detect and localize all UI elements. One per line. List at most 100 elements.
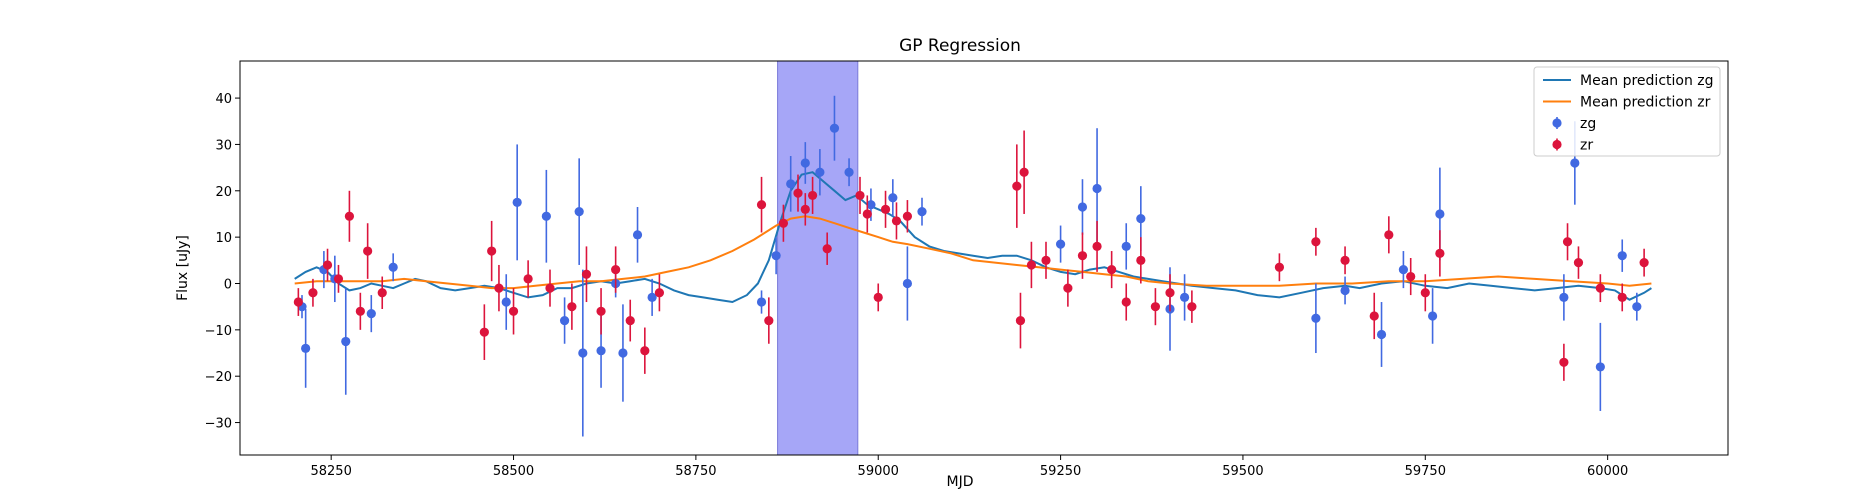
y-tick-label: 10: [215, 231, 232, 246]
data-point: [333, 274, 344, 284]
series-points-zr: [293, 130, 1649, 381]
data-point: [807, 190, 818, 201]
data-point: [1340, 285, 1350, 296]
data-point: [1187, 302, 1197, 312]
x-tick-label: 58750: [675, 464, 716, 479]
y-tick-label: 30: [215, 138, 232, 153]
data-point: [800, 204, 810, 214]
data-point: [618, 348, 628, 358]
chart-title: GP Regression: [899, 36, 1021, 56]
data-point: [574, 207, 584, 217]
data-point: [1015, 315, 1026, 326]
x-tick-label: 60000: [1587, 464, 1628, 479]
data-point: [829, 123, 840, 133]
data-point: [1427, 311, 1438, 321]
data-point: [1311, 313, 1321, 323]
data-point: [891, 216, 902, 226]
axes-frame: [239, 60, 1729, 456]
data-point: [1026, 260, 1037, 270]
data-point: [541, 211, 551, 221]
data-point: [363, 246, 373, 256]
data-point: [1012, 181, 1022, 191]
data-point: [567, 302, 577, 312]
legend-label: Mean prediction zr: [1580, 95, 1711, 111]
data-point: [611, 264, 621, 275]
x-tick-label: 59750: [1405, 464, 1446, 479]
data-point: [293, 297, 303, 307]
data-point: [654, 288, 665, 298]
data-point: [545, 283, 555, 293]
data-point: [1435, 209, 1445, 219]
data-point: [1121, 241, 1131, 252]
data-point: [873, 292, 883, 302]
data-point: [625, 315, 635, 326]
data-point: [1063, 283, 1073, 293]
data-point: [1420, 288, 1430, 298]
legend-label: zr: [1580, 138, 1593, 154]
data-point: [377, 288, 387, 298]
data-point: [793, 188, 803, 198]
data-point: [1274, 262, 1285, 272]
data-point: [1632, 302, 1642, 312]
data-point: [494, 283, 504, 293]
x-tick-label: 59500: [1222, 464, 1263, 479]
legend-swatch-marker: [1552, 118, 1562, 128]
data-point: [508, 306, 519, 316]
legend: Mean prediction zg Mean prediction zr zg zr: [1533, 66, 1721, 157]
data-point: [771, 251, 781, 261]
data-point: [1384, 230, 1394, 240]
data-point: [815, 167, 825, 177]
data-point: [822, 244, 832, 254]
data-point: [355, 306, 365, 316]
data-point: [501, 297, 511, 307]
data-point: [1595, 362, 1605, 372]
y-tick-label: 0: [224, 277, 232, 292]
data-point: [487, 246, 497, 256]
y-tick-label: 20: [215, 185, 232, 200]
data-point: [1179, 292, 1190, 302]
legend-box: [1533, 66, 1721, 157]
data-point: [844, 167, 854, 177]
data-point: [866, 200, 876, 210]
x-tick-label: 58250: [310, 464, 351, 479]
data-point: [640, 346, 650, 356]
data-point: [322, 260, 333, 270]
data-point: [581, 269, 592, 279]
data-point: [596, 346, 606, 356]
data-point: [523, 274, 533, 284]
data-point: [1019, 167, 1029, 177]
data-point: [1077, 202, 1088, 212]
data-point: [800, 158, 810, 168]
data-point: [1369, 311, 1379, 321]
data-point: [1406, 271, 1416, 282]
data-point: [341, 336, 351, 347]
x-tick-label: 59250: [1040, 464, 1081, 479]
legend-label: zg: [1580, 116, 1596, 132]
data-point: [1570, 158, 1580, 168]
legend-label: Mean prediction zg: [1580, 73, 1714, 89]
data-point: [596, 306, 606, 316]
data-point: [764, 315, 774, 326]
data-point: [1573, 258, 1584, 268]
data-point: [1617, 251, 1627, 261]
data-point: [1617, 292, 1627, 302]
plot-area: 58250 58500 58750 59000 59250 59500 59750 60000…: [205, 60, 1729, 479]
series-points-zg: [297, 95, 1642, 437]
data-point: [1121, 297, 1131, 307]
data-point: [1092, 241, 1102, 252]
data-point: [479, 327, 489, 337]
data-point: [1136, 255, 1146, 265]
data-point: [862, 209, 872, 219]
data-point: [1107, 264, 1117, 275]
data-point: [1376, 329, 1387, 340]
data-point: [632, 230, 643, 240]
data-point: [1435, 248, 1445, 258]
data-point: [1398, 264, 1409, 275]
data-point: [1165, 288, 1175, 298]
x-tick-label: 58500: [493, 464, 534, 479]
x-tick-label: 59000: [858, 464, 899, 479]
data-point: [512, 197, 522, 207]
data-point: [1639, 258, 1649, 268]
data-point: [786, 179, 796, 189]
